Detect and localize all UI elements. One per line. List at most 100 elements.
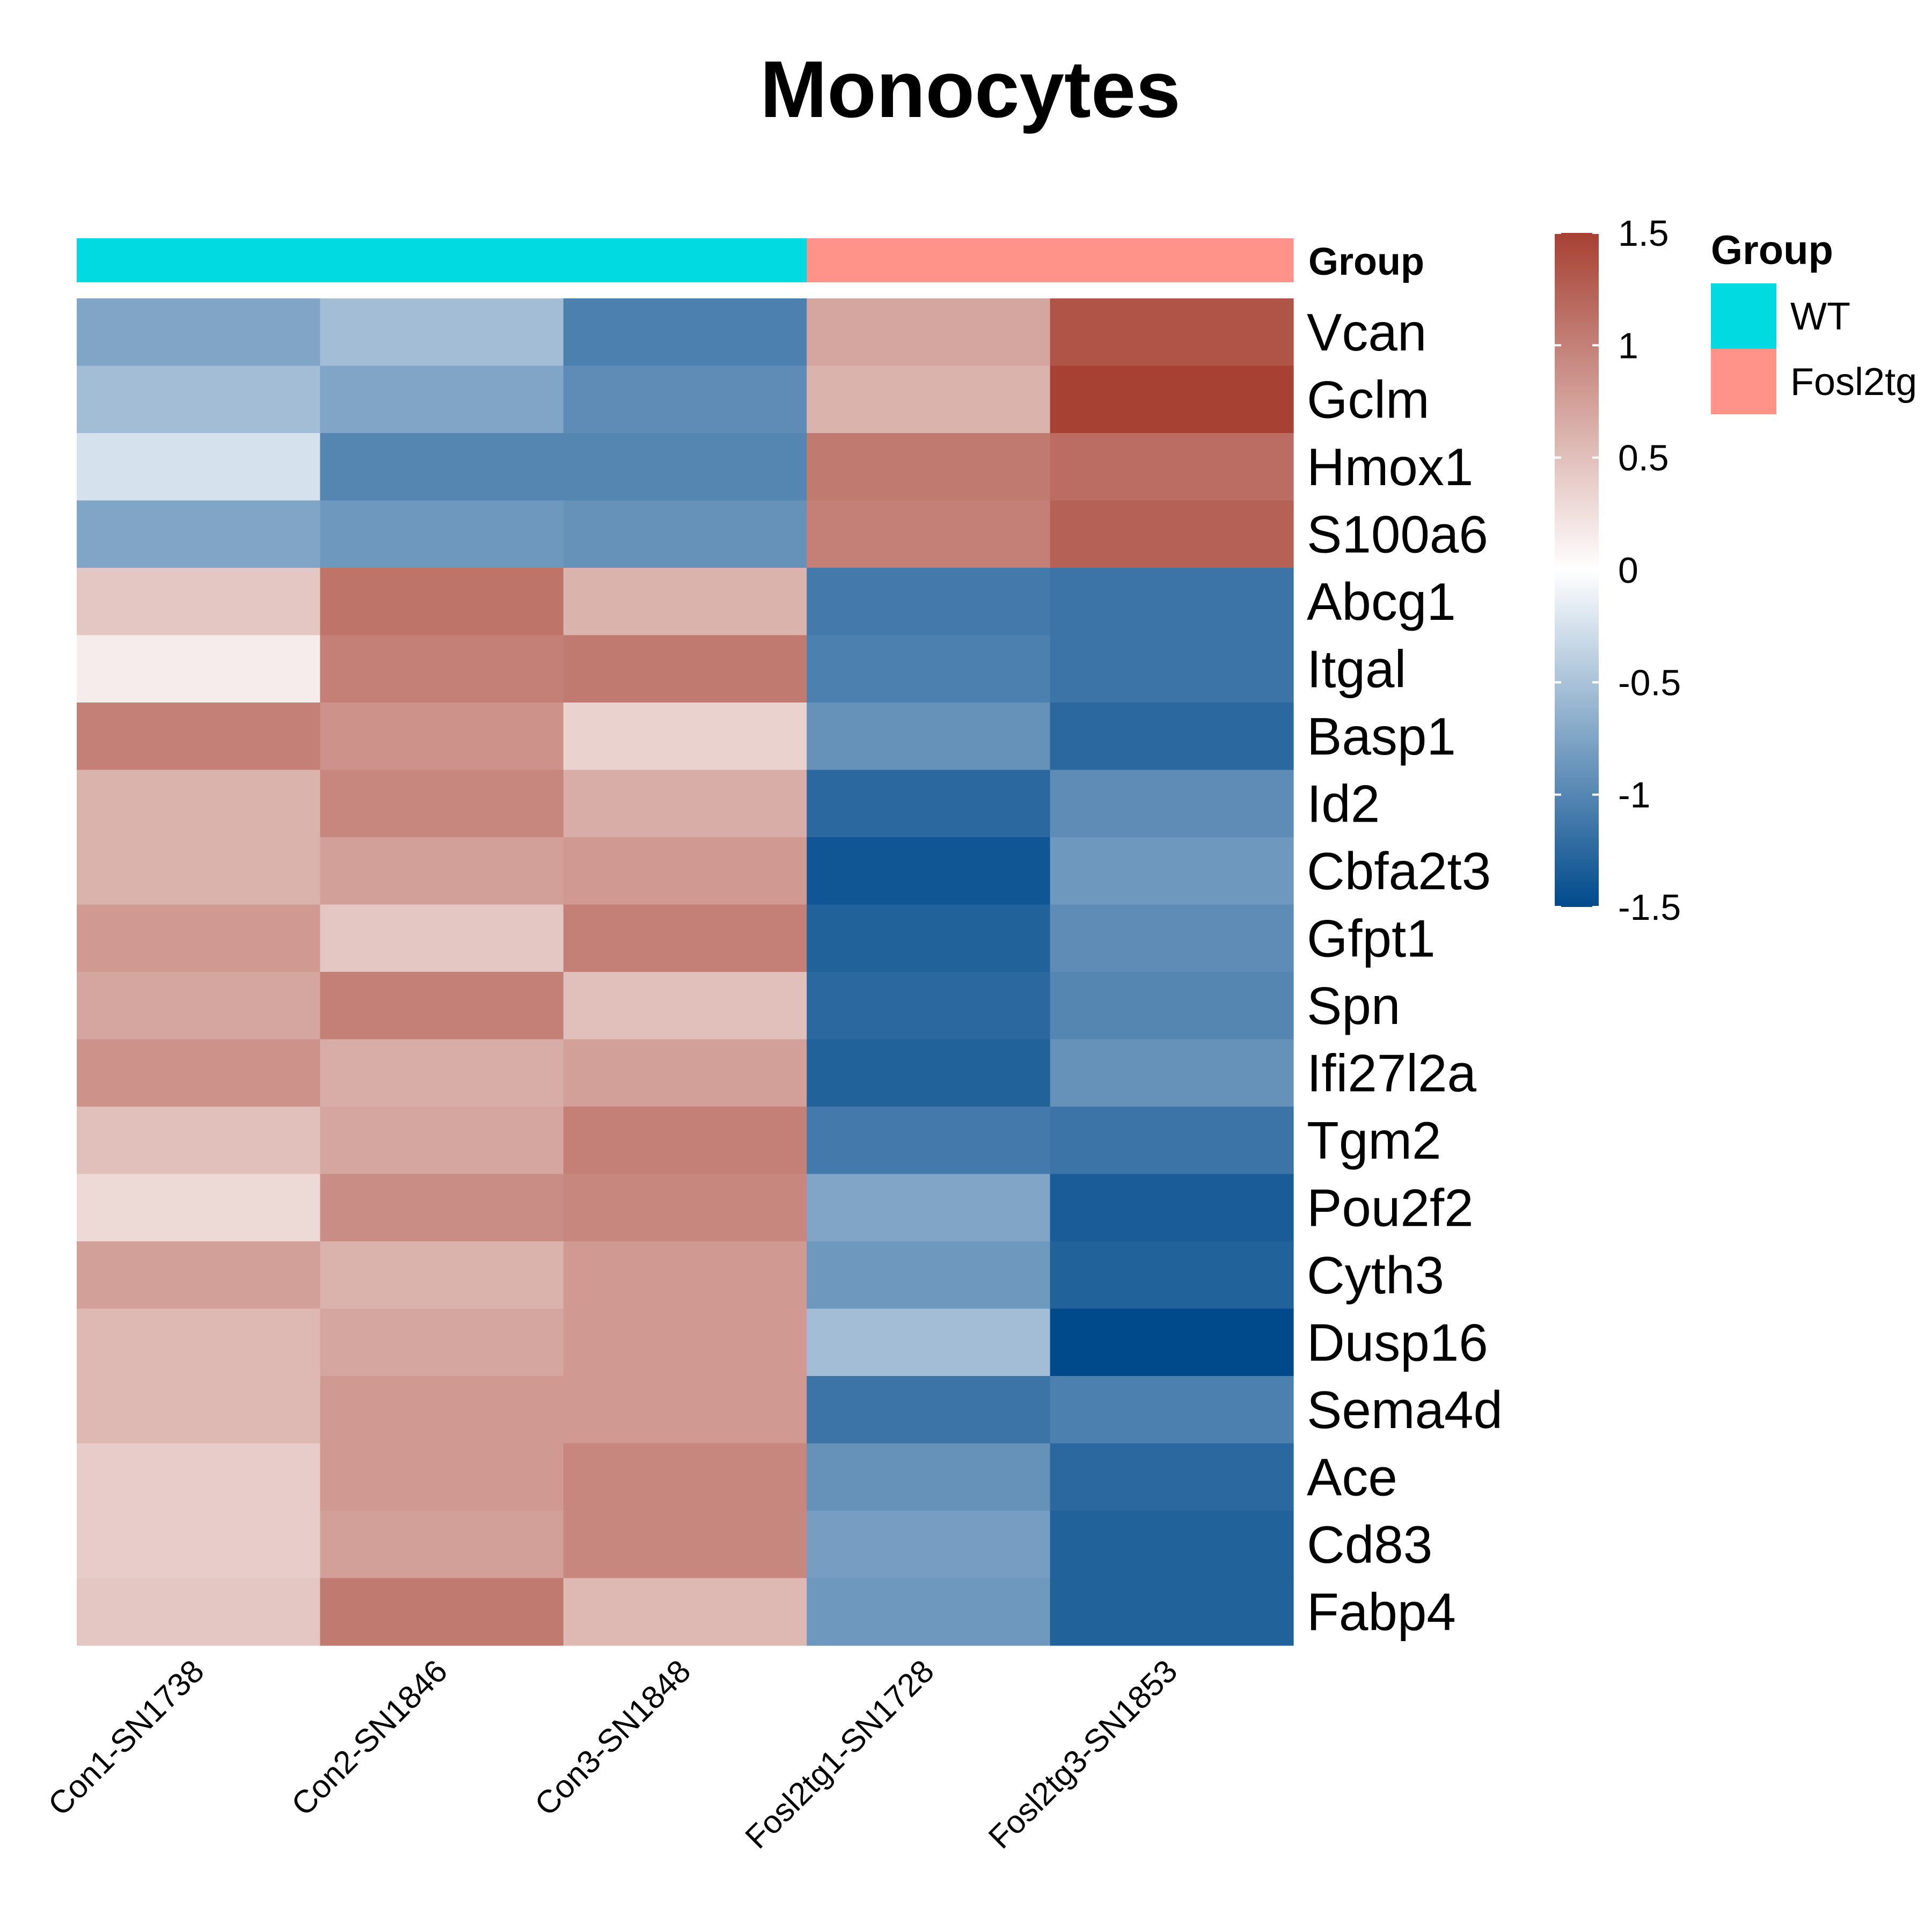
heatmap-cell — [77, 1107, 320, 1175]
heatmap-cell — [563, 1174, 807, 1242]
row-label: Dusp16 — [1307, 1313, 1488, 1372]
row-label: Vcan — [1307, 303, 1426, 362]
heatmap-cell — [563, 365, 807, 434]
group-legend-swatch — [1711, 349, 1776, 414]
annotation-cell-1 — [77, 238, 320, 282]
heatmap-cell — [563, 1039, 807, 1107]
annotation-cell-4 — [807, 238, 1051, 282]
heatmap-cell — [563, 1376, 807, 1444]
heatmap-cell — [807, 1511, 1051, 1579]
row-label: Ifi27l2a — [1307, 1043, 1477, 1102]
heatmap-cell — [77, 365, 320, 434]
color-scale-tick-label: -1.5 — [1618, 887, 1681, 928]
row-label: Gfpt1 — [1307, 909, 1436, 968]
heatmap-cell — [77, 568, 320, 636]
column-label: Con2-SN1846 — [284, 1653, 454, 1823]
annotation-cell-5 — [1050, 238, 1294, 282]
heatmap-cell — [77, 1511, 320, 1579]
heatmap-cell — [77, 1443, 320, 1511]
heatmap-cell — [77, 635, 320, 703]
heatmap-cell — [1050, 972, 1294, 1040]
heatmap-cell — [563, 635, 807, 703]
heatmap-cell — [77, 770, 320, 838]
heatmap-cell — [320, 1039, 564, 1107]
heatmap-cell — [320, 1376, 564, 1444]
heatmap-cell — [807, 500, 1051, 568]
heatmap-cell — [1050, 904, 1294, 972]
column-label: Con1-SN1738 — [41, 1653, 211, 1823]
heatmap-cell — [1050, 1578, 1294, 1646]
heatmap-cell — [1050, 1443, 1294, 1511]
row-label: Itgal — [1307, 639, 1406, 698]
heatmap-cell — [807, 1578, 1051, 1646]
heatmap-cell — [320, 1174, 564, 1242]
heatmap-cell — [320, 1241, 564, 1309]
row-label: Cyth3 — [1307, 1246, 1444, 1305]
heatmap-cell — [320, 972, 564, 1040]
row-label: Gclm — [1307, 370, 1430, 429]
heatmap-cell — [1050, 635, 1294, 703]
heatmap-cell — [1050, 1039, 1294, 1107]
heatmap-cell — [807, 972, 1051, 1040]
heatmap-cell — [563, 972, 807, 1040]
color-scale-tick-label: -0.5 — [1618, 662, 1681, 703]
chart-title: Monocytes — [760, 44, 1180, 134]
color-scale-tick-label: 1.5 — [1618, 213, 1669, 254]
heatmap-cell — [1050, 837, 1294, 905]
column-label: Con3-SN1848 — [528, 1653, 697, 1823]
heatmap-cell — [807, 1376, 1051, 1444]
heatmap-cell — [320, 433, 564, 501]
heatmap-cell — [1050, 500, 1294, 568]
heatmap-cell — [320, 298, 564, 367]
heatmap-cell — [320, 568, 564, 636]
heatmap-cell — [320, 1308, 564, 1377]
row-label: Spn — [1307, 976, 1400, 1035]
row-label: Ace — [1307, 1447, 1397, 1506]
heatmap-cell — [807, 904, 1051, 972]
row-label: Abcg1 — [1307, 572, 1456, 631]
group-annotation-bar — [77, 238, 1294, 282]
heatmap-cell — [563, 433, 807, 501]
heatmap-cell — [807, 702, 1051, 771]
heatmap-cell — [807, 568, 1051, 636]
heatmap-cell — [563, 568, 807, 636]
row-label: Cbfa2t3 — [1307, 841, 1491, 901]
row-label: Cd83 — [1307, 1515, 1432, 1574]
heatmap-cell — [807, 1308, 1051, 1377]
row-label: Hmox1 — [1307, 437, 1473, 496]
heatmap-cell — [563, 1107, 807, 1175]
heatmap-cell — [320, 1443, 564, 1511]
heatmap-cell — [1050, 1308, 1294, 1377]
annotation-cell-3 — [563, 238, 807, 282]
heatmap-cell — [807, 770, 1051, 838]
heatmap-cell — [807, 1039, 1051, 1107]
heatmap-cell — [320, 837, 564, 905]
row-label: S100a6 — [1307, 504, 1488, 564]
group-legend-swatch — [1711, 283, 1776, 349]
heatmap-cell — [77, 1241, 320, 1309]
heatmap-cell — [77, 433, 320, 501]
column-labels: Con1-SN1738 Con2-SN1846 Con3-SN1848 Fosl2tg… — [41, 1653, 1184, 1856]
heatmap-cell — [1050, 702, 1294, 771]
heatmap-cell — [320, 365, 564, 434]
row-label: Pou2f2 — [1307, 1178, 1474, 1237]
row-label: Fabp4 — [1307, 1582, 1456, 1641]
heatmap-cell — [77, 1174, 320, 1242]
heatmap-cell — [320, 702, 564, 771]
heatmap-cell — [563, 1308, 807, 1377]
heatmap-cell — [563, 1241, 807, 1309]
heatmap-cell — [563, 1578, 807, 1646]
heatmap-cell — [1050, 298, 1294, 367]
heatmap-cell — [320, 1578, 564, 1646]
heatmap-cell — [77, 1578, 320, 1646]
heatmap-cell — [563, 298, 807, 367]
heatmap-cell — [807, 433, 1051, 501]
heatmap-cell — [807, 837, 1051, 905]
row-label: Basp1 — [1307, 707, 1456, 766]
heatmap-cell — [807, 1174, 1051, 1242]
heatmap-cell — [1050, 770, 1294, 838]
color-scale-tick-label: -1 — [1618, 775, 1650, 816]
heatmap-cell — [320, 1511, 564, 1579]
group-legend-label: WT — [1790, 295, 1850, 338]
